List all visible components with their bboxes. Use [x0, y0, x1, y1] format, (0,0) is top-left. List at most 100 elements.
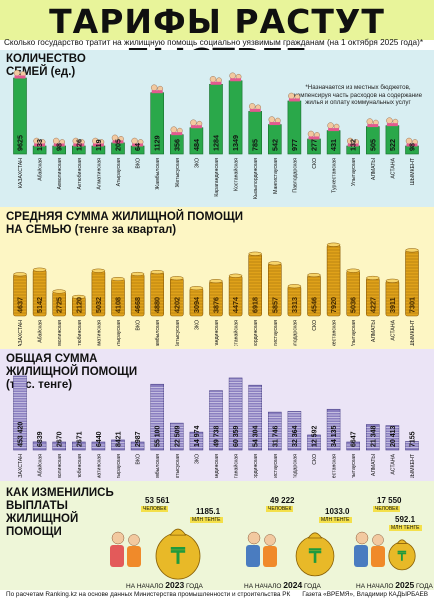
bar-value-label: 6647 — [351, 431, 358, 447]
sum-value: 1185.1 — [196, 507, 221, 516]
bar-value-label: 7301 — [408, 297, 417, 313]
section-average-band — [0, 207, 434, 349]
bar-8 — [170, 126, 184, 155]
region-label: Карагандинская — [214, 454, 220, 478]
money-bag-1: ₸ — [295, 532, 335, 577]
region-label: Жетысуская — [175, 158, 181, 188]
bar-5 — [111, 134, 125, 155]
period-label: НА НАЧАЛО 2025 ГОДА — [356, 580, 433, 590]
bar-value-label: 6440 — [96, 431, 103, 447]
region-label: КАЗАХСТАН — [18, 320, 24, 346]
bar-value-label: 12 592 — [312, 425, 319, 447]
bar-13 — [267, 116, 282, 155]
bar-9 — [189, 286, 204, 317]
region-label: АСТАНА — [390, 157, 396, 178]
bar-20 — [405, 137, 419, 155]
bar-value-label: 5036 — [349, 297, 358, 313]
bar-13 — [267, 261, 282, 317]
change-illustration: ₸ ₸ ₸ — [110, 528, 416, 580]
region-label: Алматинская — [96, 158, 102, 190]
region-label: АСТАНА — [390, 319, 396, 340]
region-label: Акмолинская — [57, 320, 63, 346]
bar-14 — [287, 92, 302, 155]
bar-13 — [267, 411, 282, 451]
bar-15 — [307, 434, 321, 451]
bar-17 — [346, 268, 361, 317]
region-label: Кызылординская — [253, 320, 259, 346]
region-label: АЛМАТЫ — [371, 454, 377, 477]
region-label: СКО — [312, 454, 318, 465]
bar-value-label: 1129 — [153, 135, 162, 151]
bar-value-label: 119 — [94, 139, 103, 151]
bar-7 — [150, 270, 164, 317]
bar-value-label: 98 — [55, 143, 64, 151]
region-label: СКО — [312, 320, 318, 331]
period-prefix: НА НАЧАЛО — [244, 583, 284, 590]
bar-6 — [130, 441, 145, 451]
region-label: АЛМАТЫ — [371, 158, 377, 181]
region-label: Жетысуская — [175, 454, 181, 478]
bar-value-label: 4637 — [16, 297, 25, 313]
bar-value-label: 6839 — [37, 431, 44, 447]
period-label: НА НАЧАЛО 2024 ГОДА — [244, 580, 321, 590]
bar-value-label: 4668 — [133, 297, 142, 313]
bar-7 — [150, 383, 164, 451]
bar-value-label: 3876 — [212, 297, 221, 313]
region-label: Костанайская — [233, 454, 240, 478]
bar-0 — [13, 69, 27, 155]
region-label: СКО — [312, 158, 318, 169]
bar-value-label: 98 — [408, 143, 417, 151]
region-label: Улытауская — [351, 454, 357, 478]
bar-value-label: 2725 — [55, 297, 64, 313]
bar-value-label: 9625 — [16, 135, 25, 151]
region-label: Жамбылская — [155, 158, 161, 190]
bar-10 — [209, 76, 223, 155]
sum-value: 592.1 — [395, 515, 416, 524]
sum-unit: МЛН ТЕНГЕ — [389, 525, 422, 531]
change-chart-title: КАК ИЗМЕНИЛИСЬ ВЫПЛАТЫ ЖИЛИЩНОЙ ПОМОЩИ — [6, 487, 114, 538]
bar-value-label: 32 364 — [292, 425, 299, 447]
bar-19 — [385, 425, 400, 451]
region-label: ЗКО — [194, 158, 200, 168]
bar-value-label: 4880 — [153, 297, 162, 313]
bar-18 — [365, 118, 380, 155]
region-label: ШЫМКЕНТ — [410, 157, 416, 185]
bar-7 — [150, 84, 164, 155]
footer-source: По расчетам Ranking.kz на основе данных … — [6, 591, 291, 598]
bar-value-label: 205 — [114, 139, 123, 151]
bar-0 — [13, 272, 27, 317]
people-unit: ЧЕЛОВЕК — [266, 506, 294, 512]
bar-15 — [307, 273, 321, 317]
region-label: Актюбинская — [77, 320, 83, 346]
bar-16 — [326, 408, 341, 451]
bar-5 — [111, 439, 125, 451]
people-count: 17 550 — [377, 496, 402, 505]
footer: По расчетам Ranking.kz на основе данных … — [0, 590, 434, 600]
bar-17 — [346, 441, 361, 451]
bar-value-label: 4546 — [310, 297, 319, 313]
region-label: КАЗАХСТАН — [18, 454, 24, 478]
region-label: Мангистауская — [273, 454, 279, 478]
region-label: Кызылординская — [253, 158, 259, 199]
bar-value-label: 505 — [368, 139, 377, 151]
sum-unit: МЛН ТЕНГЕ — [190, 517, 223, 523]
region-label: Жамбылская — [155, 320, 161, 346]
bar-11 — [228, 377, 243, 451]
bar-12 — [248, 103, 262, 155]
bar-1 — [32, 441, 47, 451]
bar-16 — [326, 242, 341, 317]
region-label: Жамбылская — [155, 454, 161, 478]
period-suffix: ГОДА — [184, 583, 203, 590]
bar-value-label: 785 — [251, 139, 260, 151]
region-label: ВКО — [136, 454, 142, 464]
bar-20 — [405, 248, 419, 317]
bar-value-label: 2120 — [74, 297, 83, 313]
region-label: Абайская — [37, 320, 44, 343]
region-label: Актюбинская — [77, 158, 83, 190]
period-prefix: НА НАЧАЛО — [126, 583, 166, 590]
bar-value-label: 977 — [290, 139, 299, 151]
bar-1 — [32, 137, 47, 155]
average-chart: 4637 КАЗАХСТАН 5142 Абайская 2725 Акмолинская… — [13, 242, 419, 346]
region-label: АЛМАТЫ — [371, 320, 377, 343]
bar-3 — [72, 137, 86, 155]
